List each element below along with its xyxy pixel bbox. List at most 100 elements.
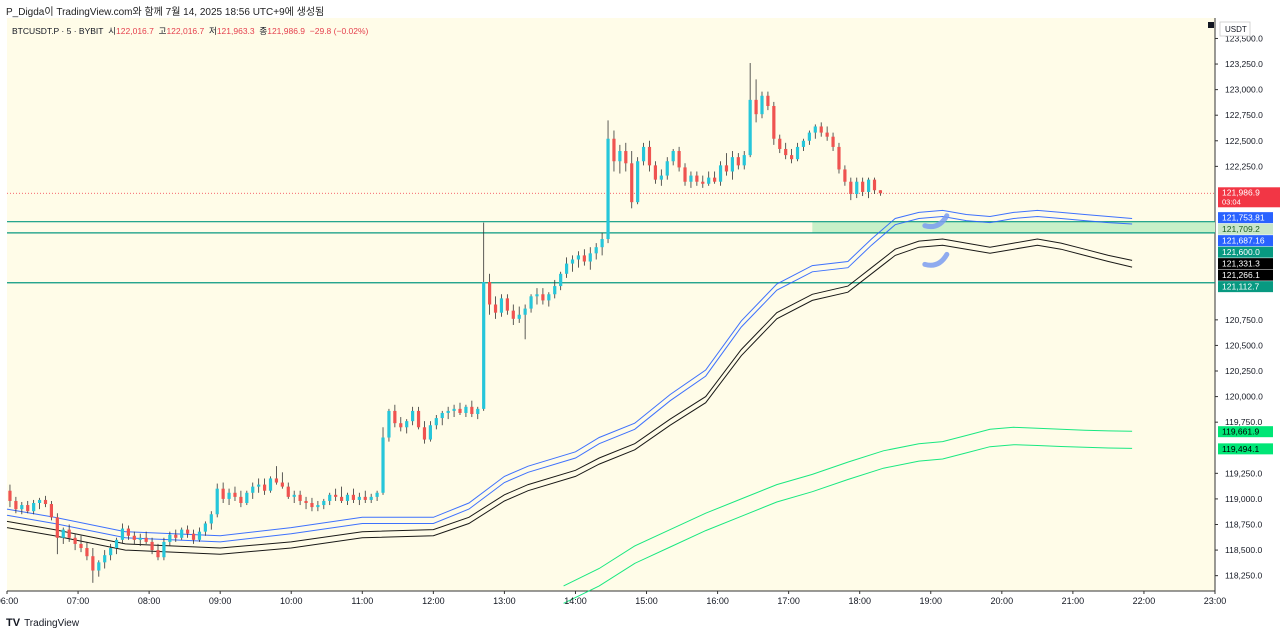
price-label-badge <box>1218 269 1273 281</box>
candle-body <box>778 138 782 149</box>
legend-symbol[interactable]: BTCUSDT.P · 5 · BYBIT <box>12 26 104 36</box>
candle-body <box>866 179 871 192</box>
candle-body <box>381 437 385 493</box>
candle-body <box>292 494 296 497</box>
x-tick-label: 08:00 <box>138 596 161 606</box>
candle-body <box>363 496 367 500</box>
candle-body <box>411 410 415 422</box>
candle-body <box>43 499 48 505</box>
x-tick-label: 15:00 <box>635 596 658 606</box>
candle-body <box>659 175 663 180</box>
candle-body <box>505 298 509 311</box>
candle-body <box>298 494 302 501</box>
candle-body <box>541 294 545 301</box>
price-axis-background <box>1215 18 1280 591</box>
candle-body <box>126 528 130 536</box>
y-tick-label: 119,750.0 <box>1225 417 1262 427</box>
candle-body <box>464 406 468 413</box>
candle-body <box>150 541 154 551</box>
y-tick-label: 120,250.0 <box>1225 366 1263 376</box>
candle-body <box>20 505 24 510</box>
x-tick-label: 17:00 <box>777 596 800 606</box>
candle-body <box>701 181 705 184</box>
candle-body <box>120 528 125 540</box>
candle-body <box>570 259 575 264</box>
candle-body <box>339 496 344 501</box>
candle-body <box>576 255 581 260</box>
attribution-text: P_Digda이 TradingView.com와 함께 7월 14, 2025… <box>6 7 325 18</box>
legend-low: 121,963.3 <box>216 26 255 36</box>
candle-body <box>274 478 279 483</box>
y-tick-label: 120,000.0 <box>1225 392 1263 402</box>
candle-body <box>8 490 12 501</box>
marker-curve-0 <box>922 213 950 230</box>
candle-body <box>162 541 166 558</box>
x-tick-label: 14:00 <box>564 596 587 606</box>
candle-body <box>511 310 515 319</box>
marker-curve-1 <box>922 251 950 268</box>
candle-body <box>624 151 628 164</box>
candle-body <box>760 95 764 115</box>
candle-body <box>37 499 42 504</box>
legend-high: 122,016.7 <box>166 26 205 36</box>
candle-body <box>790 155 794 160</box>
candle-body <box>837 146 841 170</box>
y-tick-label: 123,500.0 <box>1225 33 1263 43</box>
candle-body <box>103 555 107 563</box>
candle-body <box>766 95 770 106</box>
attribution-bar: P_Digda이 TradingView.com와 함께 7월 14, 2025… <box>0 0 1280 18</box>
candle-body <box>600 239 604 248</box>
price-label: 119,661.9 <box>1222 427 1259 437</box>
candle-body <box>138 537 142 540</box>
y-tick-label: 119,000.0 <box>1225 494 1262 504</box>
candle-body <box>55 517 59 538</box>
x-tick-label: 13:00 <box>493 596 516 606</box>
maximize-icon[interactable] <box>1208 22 1214 28</box>
y-tick-label: 118,750.0 <box>1225 519 1262 529</box>
price-label: 121,600.0 <box>1222 247 1260 257</box>
candle-body <box>227 492 231 499</box>
candle-body <box>547 294 551 301</box>
candle-body <box>180 529 184 538</box>
countdown-label: 03:04 <box>1222 197 1241 206</box>
footer-brand: TradingView <box>24 617 80 629</box>
candle-body <box>328 494 332 501</box>
candle-body <box>695 175 699 182</box>
candle-body <box>186 529 190 534</box>
candle-body <box>470 406 474 414</box>
price-label: 119,494.1 <box>1222 444 1259 454</box>
candle-body <box>239 496 243 504</box>
price-label-badge <box>1218 258 1273 270</box>
candle-body <box>257 484 261 487</box>
support-zone <box>812 221 1215 233</box>
candle-body <box>156 550 160 558</box>
candle-body <box>807 132 811 141</box>
candle-body <box>73 537 77 544</box>
candle-body <box>26 505 30 512</box>
candle-body <box>334 494 338 497</box>
candle-body <box>535 294 539 297</box>
candle-body <box>262 484 267 491</box>
candlestick-chart[interactable]: 123,500.0 123,250.0 123,000.0 122,750.0 122,… <box>0 0 1280 615</box>
tradingview-logo-icon: TV <box>6 617 21 629</box>
candle-body <box>144 537 148 542</box>
candle-body <box>647 146 652 166</box>
candle-body <box>559 273 563 287</box>
candle-body <box>109 548 113 556</box>
candle-body <box>440 412 444 419</box>
x-tick-label: 11:00 <box>351 596 373 606</box>
candle-body <box>872 179 877 191</box>
candle-body <box>203 523 207 532</box>
candle-body <box>233 492 237 497</box>
y-tick-label: 118,250.0 <box>1225 571 1262 581</box>
candle-body <box>754 99 758 115</box>
candle-body <box>174 534 178 538</box>
candle-body <box>405 421 409 428</box>
candle-body <box>849 181 853 194</box>
y-tick-label: 118,500.0 <box>1225 545 1262 555</box>
price-label: 121,112.7 <box>1222 282 1259 292</box>
legend-change: −29.8 (−0.02%) <box>309 26 369 36</box>
current-price-badge <box>1218 187 1280 208</box>
candle-body <box>345 494 350 501</box>
candle-body <box>32 503 36 512</box>
